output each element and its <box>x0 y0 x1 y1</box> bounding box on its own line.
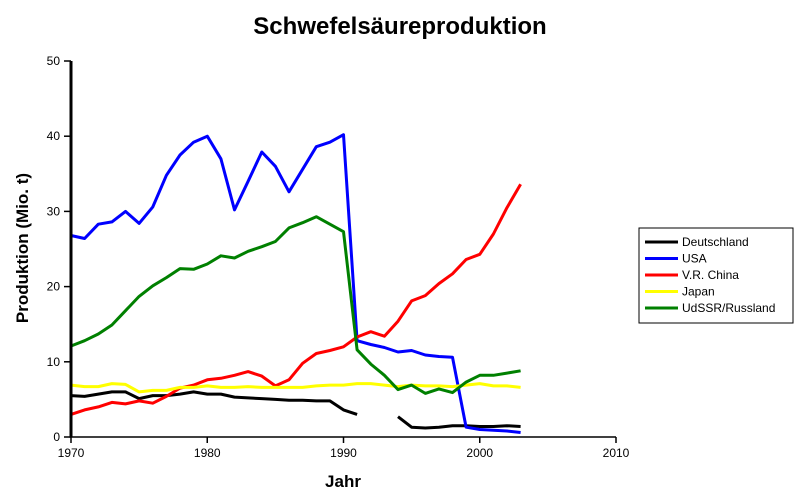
legend-label: V.R. China <box>682 268 739 282</box>
x-axis-label: Jahr <box>325 472 361 491</box>
x-tick-label: 2010 <box>603 446 630 460</box>
chart-title: Schwefelsäureproduktion <box>253 13 546 40</box>
series-line-deutschland-1 <box>397 415 521 430</box>
legend-label: UdSSR/Russland <box>682 301 775 315</box>
y-tick-label: 30 <box>47 204 61 218</box>
y-tick-label: 10 <box>47 355 61 369</box>
legend-label: Deutschland <box>682 235 749 249</box>
series-line-udssr-russland-0 <box>70 215 521 395</box>
x-tick-label: 2000 <box>466 446 493 460</box>
series-line-deutschland-0 <box>70 390 358 416</box>
series-line-japan-0 <box>70 382 521 394</box>
y-tick-label: 20 <box>47 280 61 294</box>
axes: 0 10 20 30 40 50 1970 1980 1990 2000 2010 <box>47 54 630 460</box>
series-line-usa-0 <box>70 133 521 434</box>
legend-label: Japan <box>682 285 715 299</box>
x-tick-label: 1990 <box>330 446 357 460</box>
series-line-v-r-china-0 <box>70 183 522 416</box>
y-axis-label: Produktion (Mio. t) <box>13 173 32 323</box>
y-tick-label: 50 <box>47 54 61 68</box>
legend: Deutschland USA V.R. China Japan UdSSR/Russl… <box>638 227 794 324</box>
x-tick-label: 1980 <box>194 446 221 460</box>
x-tick-label: 1970 <box>58 446 85 460</box>
plot-series <box>70 133 522 434</box>
legend-label: USA <box>682 252 707 266</box>
y-tick-label: 40 <box>47 129 61 143</box>
y-tick-label: 0 <box>53 430 60 444</box>
